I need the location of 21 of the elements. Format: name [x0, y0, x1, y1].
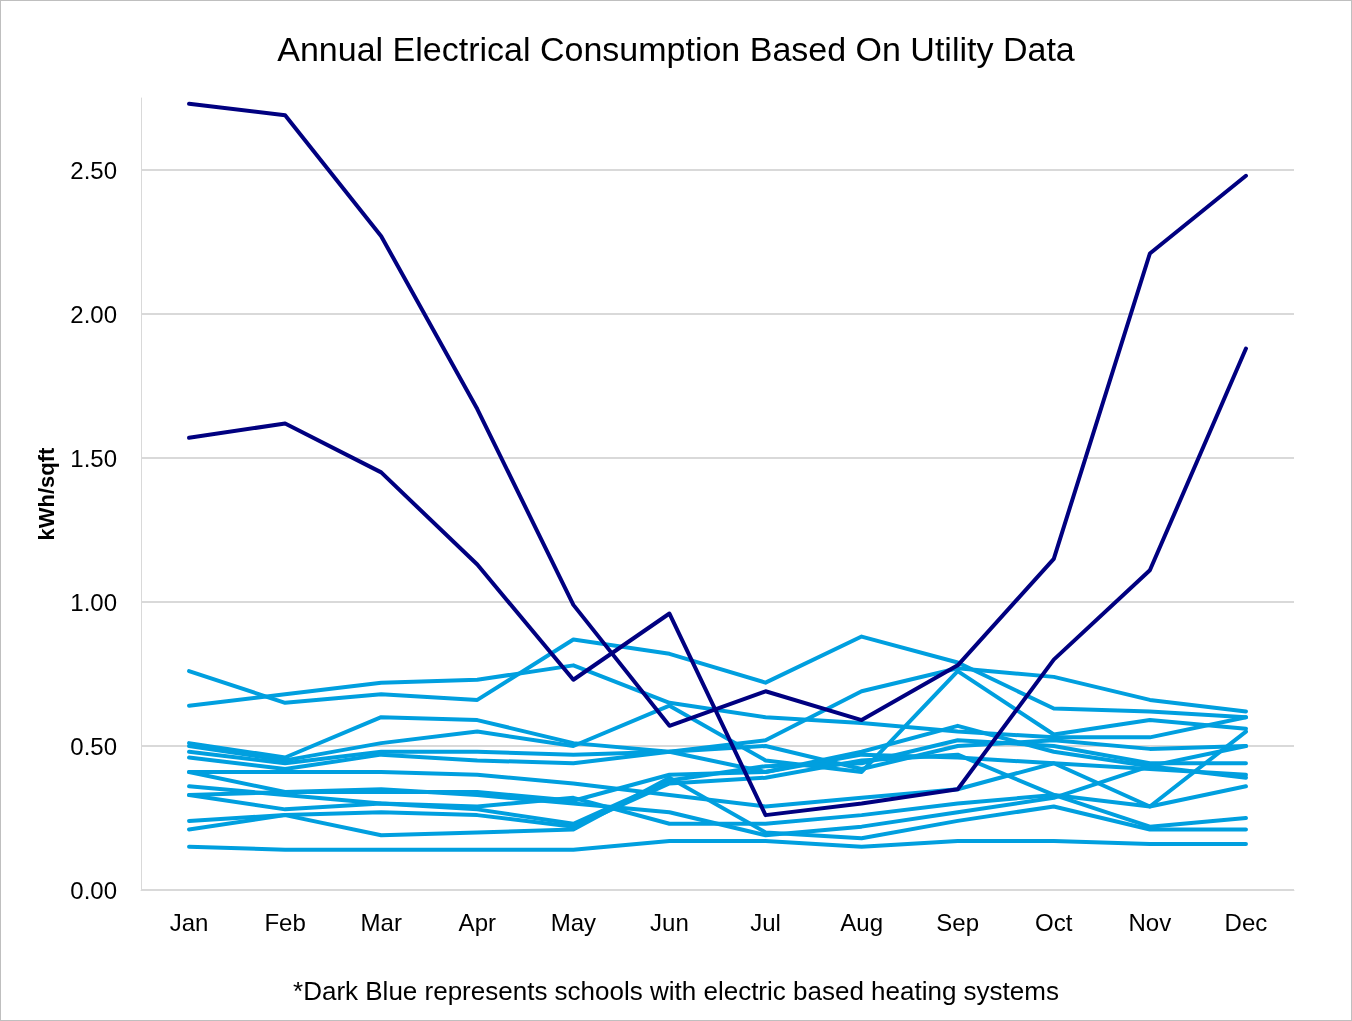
y-tick-label: 2.00 — [70, 300, 117, 328]
y-tick-label: 0.50 — [70, 732, 117, 760]
y-tick-label: 0.00 — [70, 876, 117, 904]
x-tick-label: Jun — [650, 908, 689, 936]
x-tick-label: May — [550, 908, 597, 936]
y-tick-label: 2.50 — [70, 156, 117, 184]
x-tick-label: Sep — [936, 908, 980, 936]
y-axis-title: kWh/sqft — [33, 446, 59, 541]
y-tick-label: 1.00 — [70, 588, 117, 616]
x-tick-label: Jan — [169, 908, 209, 936]
text: *Dark Blue represents schools with electric based heating systems — [293, 976, 1059, 1006]
y-tick-label: 1.50 — [70, 444, 117, 472]
x-tick-label: Feb — [264, 908, 306, 936]
x-tick-label: Dec — [1224, 908, 1268, 936]
x-tick-label: Apr — [458, 908, 496, 936]
x-tick-label: Oct — [1035, 908, 1073, 936]
x-tick-label: Aug — [840, 908, 883, 936]
x-tick-label: Jul — [750, 908, 781, 936]
x-tick-label: Nov — [1128, 908, 1172, 936]
x-tick-label: Mar — [360, 908, 402, 936]
chart-title: Annual Electrical Consumption Based On Utility Data — [277, 30, 1075, 68]
